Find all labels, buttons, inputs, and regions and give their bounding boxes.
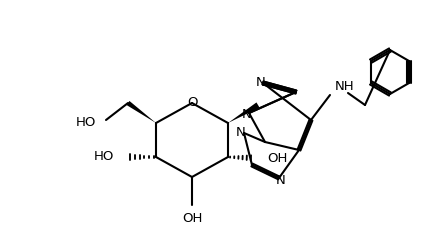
Polygon shape	[228, 102, 260, 123]
Text: HO: HO	[76, 115, 96, 129]
Text: N: N	[276, 173, 286, 186]
Text: OH: OH	[182, 211, 202, 225]
Text: HO: HO	[94, 150, 114, 164]
Polygon shape	[127, 101, 156, 123]
Text: OH: OH	[267, 151, 287, 165]
Text: NH: NH	[335, 80, 355, 93]
Text: O: O	[187, 97, 197, 110]
Text: N: N	[256, 77, 266, 89]
Text: N: N	[236, 127, 246, 140]
Text: N: N	[242, 109, 252, 121]
